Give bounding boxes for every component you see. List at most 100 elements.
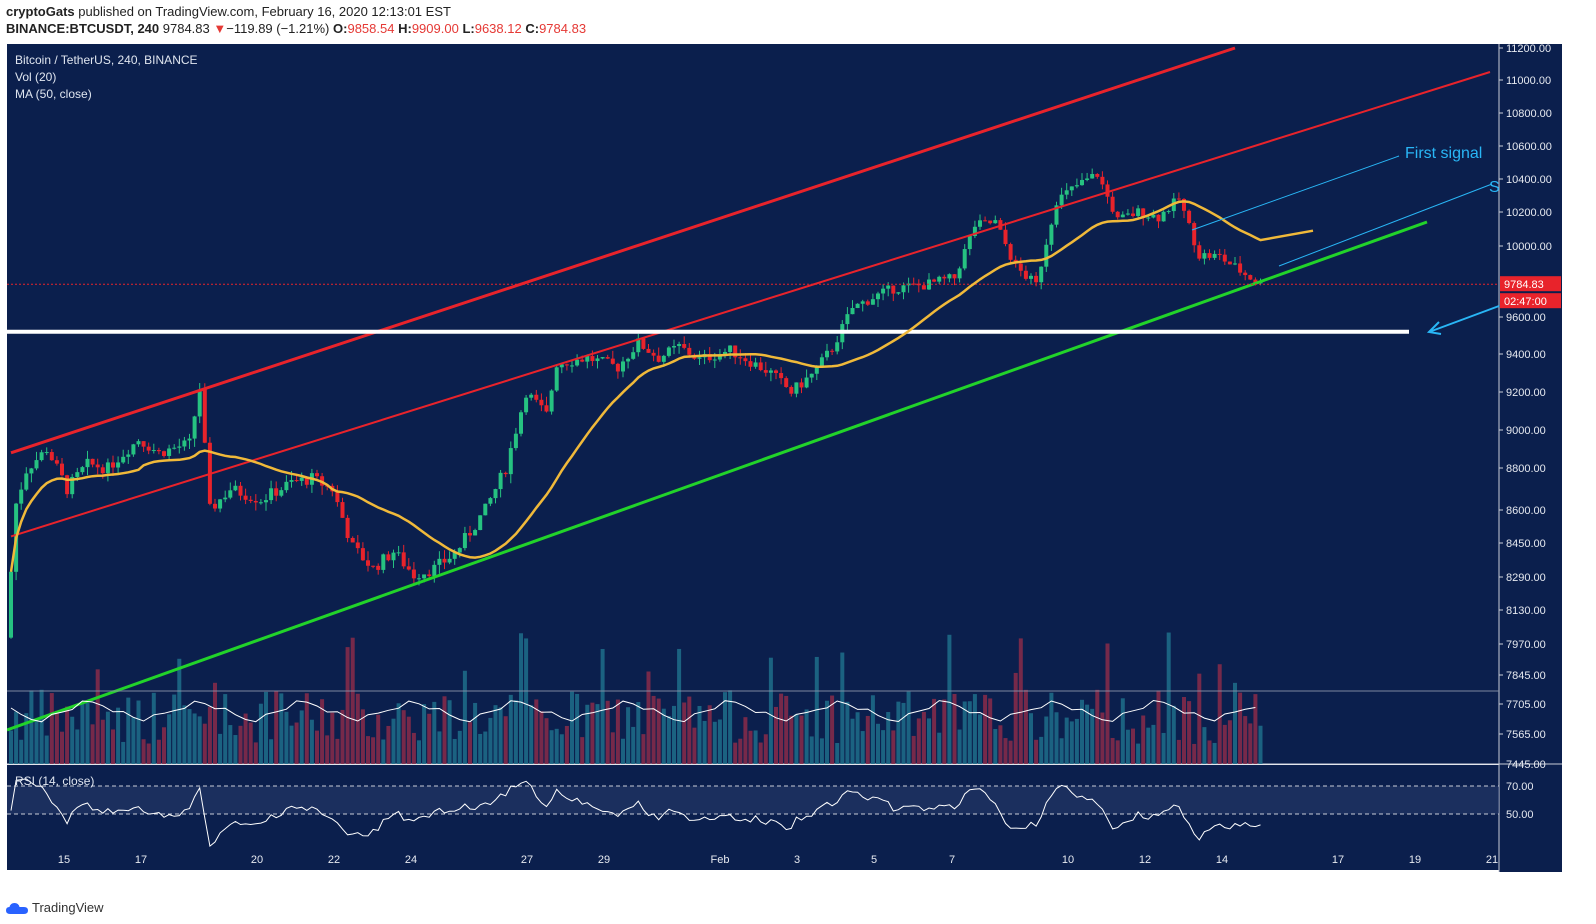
volume-bar [860, 731, 865, 764]
x-tick-label: 21 [1486, 854, 1498, 866]
candle-body [707, 354, 712, 361]
candle-body [921, 285, 926, 290]
volume-bar [886, 712, 891, 764]
volume-bar [656, 698, 661, 764]
candle-body [151, 450, 156, 452]
volume-bar [626, 707, 631, 764]
candle-body [855, 303, 860, 309]
candle-body [1034, 275, 1039, 283]
volume-bar [758, 742, 763, 764]
volume-bar [972, 694, 977, 764]
candle-body [258, 502, 263, 504]
candle-body [473, 530, 478, 536]
candle-body [248, 499, 253, 501]
candle-body [1166, 211, 1171, 213]
volume-bar [978, 714, 982, 764]
volume-bar [228, 725, 233, 764]
volume-bar [1146, 727, 1151, 764]
volume-bar [590, 702, 595, 764]
candle-body [911, 283, 916, 285]
volume-bar [483, 731, 488, 764]
candle-body [1146, 217, 1151, 219]
volume-bar [1090, 708, 1095, 764]
volume-bar [952, 693, 957, 764]
candle-body [80, 467, 85, 473]
candle-body [264, 500, 268, 503]
candle-body [49, 452, 54, 461]
volume-bar [299, 710, 304, 764]
x-tick-label: 15 [58, 854, 70, 866]
candle-body [621, 361, 625, 372]
y-tick-label: 8450.00 [1506, 538, 1546, 550]
second-signal-label: S [1489, 179, 1500, 196]
candle-body [192, 416, 197, 439]
volume-bar [75, 729, 80, 764]
candle-body [942, 276, 947, 279]
volume-bar [539, 711, 544, 764]
volume-bar [615, 699, 620, 764]
rsi-legend: RSI (14, close) [15, 774, 95, 788]
volume-bar [427, 713, 432, 764]
volume-bar [819, 738, 824, 764]
volume-bar [1131, 728, 1135, 764]
candle-body [876, 293, 880, 300]
candle-body [162, 451, 166, 456]
candle-body [386, 554, 391, 561]
volume-bar [29, 690, 34, 764]
y-tick-label: 9400.00 [1506, 349, 1546, 361]
volume-bar [932, 698, 937, 764]
close-label: C: [525, 21, 540, 36]
candle-body [355, 542, 360, 549]
y-tick-label: 7705.00 [1506, 699, 1546, 711]
volume-bar [580, 737, 585, 764]
volume-bar [544, 718, 549, 764]
volume-bar [784, 695, 789, 764]
candle-body [289, 480, 294, 482]
close-value: 9784.83 [539, 21, 587, 36]
candle-body [202, 389, 207, 443]
volume-bar [529, 705, 534, 764]
volume-bar [172, 694, 177, 764]
volume-bar [666, 715, 671, 764]
candle-body [916, 283, 921, 286]
candle-body [335, 491, 340, 503]
candle-body [845, 314, 850, 325]
candle-body [391, 552, 396, 561]
candle-body [539, 399, 544, 406]
candle-body [508, 448, 513, 475]
price-chart[interactable]: 11200.00 11000.00 10800.00 10600.00 10400.00… [7, 44, 1562, 872]
candle-body [427, 574, 432, 577]
candle-body [75, 472, 80, 477]
volume-bar [631, 726, 636, 764]
candle-body [228, 490, 233, 498]
candle-body [1115, 211, 1120, 218]
candle-body [274, 488, 279, 496]
volume-bar [1059, 738, 1064, 764]
candle-body [758, 362, 763, 371]
candle-body [554, 367, 559, 391]
candle-body [1044, 244, 1049, 267]
candle-body [794, 382, 799, 394]
candle-body [1125, 213, 1130, 215]
volume-bar [814, 656, 819, 764]
volume-bar [111, 729, 115, 764]
volume-bar [1151, 724, 1156, 764]
volume-bar [218, 733, 223, 764]
y-tick-label: 10800.00 [1506, 108, 1552, 120]
volume-bar [809, 736, 814, 764]
volume-bar [748, 730, 753, 764]
candle-body [406, 566, 411, 570]
volume-bar [1258, 725, 1263, 764]
volume-bar [304, 693, 309, 764]
candle-body [284, 481, 289, 491]
volume-bar [350, 637, 355, 764]
volume-bar [692, 727, 697, 764]
volume-bar [503, 716, 508, 764]
tradingview-logo[interactable]: TradingView [6, 900, 104, 915]
candle-body [1110, 196, 1115, 212]
volume-bar [850, 718, 855, 764]
author-name[interactable]: cryptoGats [6, 4, 75, 19]
volume-bar [865, 715, 870, 764]
volume-bar [636, 702, 641, 764]
volume-bar [891, 730, 896, 764]
